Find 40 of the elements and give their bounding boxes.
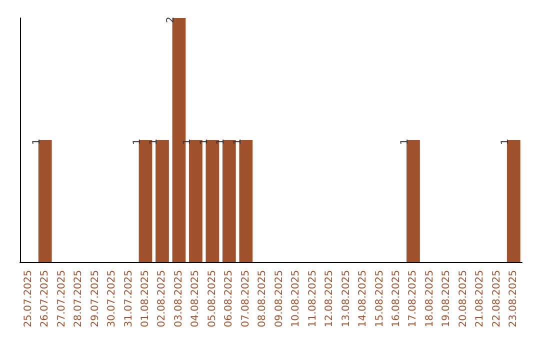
x-tick-label: 10.08.2025	[290, 270, 302, 328]
data-label: 1	[32, 138, 43, 145]
x-tick-label: 31.07.2025	[123, 270, 134, 328]
x-tick-label: 16.08.2025	[391, 270, 402, 328]
x-tick-label: 23.08.2025	[508, 270, 520, 328]
x-tick-label: 03.08.2025	[173, 270, 184, 328]
x-tick-label: 30.07.2025	[106, 270, 118, 328]
data-label: 1	[232, 138, 244, 145]
x-tick-label: 19.08.2025	[441, 270, 452, 328]
x-tick-label: 17.08.2025	[408, 270, 419, 328]
x-tick-label: 06.08.2025	[224, 270, 235, 328]
data-label: 2	[165, 16, 176, 23]
x-tick-label: 11.08.2025	[307, 270, 318, 328]
x-tick-label: 21.08.2025	[474, 270, 486, 328]
data-label: 1	[182, 138, 194, 145]
data-label: 1	[400, 138, 411, 145]
x-tick-label: 18.08.2025	[424, 270, 436, 328]
x-tick-label: 27.07.2025	[56, 270, 68, 328]
x-tick-label: 12.08.2025	[324, 270, 336, 328]
data-label: 1	[198, 138, 210, 145]
x-tick-label: 08.08.2025	[257, 270, 268, 328]
data-label: 1	[148, 138, 160, 145]
x-tick-label: 20.08.2025	[458, 270, 469, 328]
data-label: 1	[132, 138, 143, 145]
x-tick-label: 26.07.2025	[40, 270, 51, 328]
x-tick-label: 13.08.2025	[340, 270, 352, 328]
x-tick-label: 15.08.2025	[374, 270, 386, 328]
x-tick-label: 07.08.2025	[240, 270, 252, 328]
data-label: 1	[500, 138, 512, 145]
x-tick-label: 01.08.2025	[140, 270, 151, 328]
x-tick-label: 09.08.2025	[274, 270, 285, 328]
x-tick-label: 04.08.2025	[190, 270, 202, 328]
x-tick-label: 14.08.2025	[358, 270, 369, 328]
x-tick-label: 05.08.2025	[206, 270, 218, 328]
x-tick-label: 25.07.2025	[22, 270, 34, 328]
x-tick-label: 29.07.2025	[90, 270, 101, 328]
data-label: 1	[216, 138, 227, 145]
x-tick-label: 02.08.2025	[156, 270, 168, 328]
x-tick-label: 22.08.2025	[491, 270, 502, 328]
x-tick-label: 28.07.2025	[73, 270, 84, 328]
